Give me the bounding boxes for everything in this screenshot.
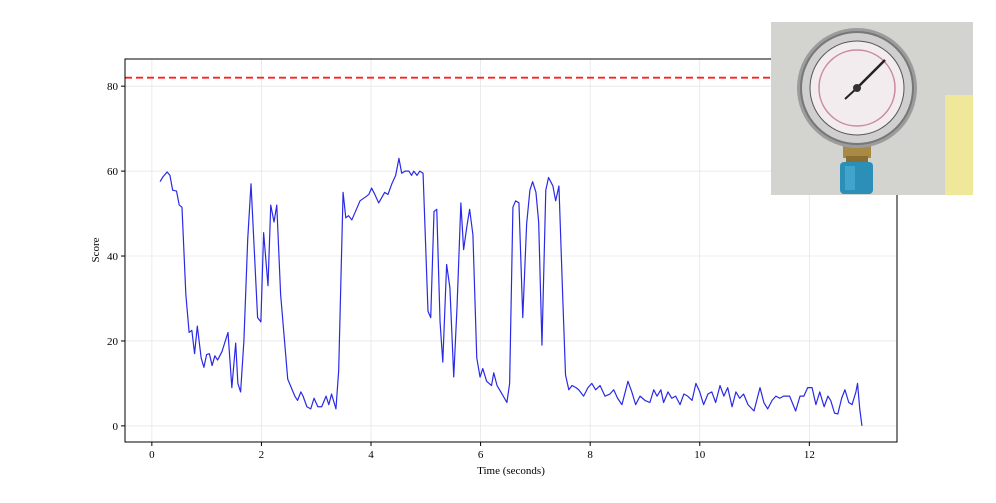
y-tick-label: 80	[107, 81, 119, 93]
x-tick-label: 4	[368, 449, 374, 461]
x-tick-label: 8	[587, 449, 593, 461]
x-tick-label: 10	[694, 449, 706, 461]
y-axis-label: Score	[90, 237, 102, 262]
y-tick-label: 40	[107, 251, 119, 263]
x-tick-label: 0	[149, 449, 155, 461]
x-tick-label: 12	[804, 449, 815, 461]
y-tick-label: 20	[107, 336, 119, 348]
plot-marks	[125, 76, 897, 426]
x-tick-label: 6	[478, 449, 484, 461]
gauge-photo	[771, 22, 973, 195]
y-tick-label: 0	[113, 421, 119, 433]
data-line	[159, 157, 863, 426]
plot-frame	[124, 58, 898, 443]
x-tick-label: 2	[259, 449, 265, 461]
y-tick-label: 60	[107, 166, 119, 178]
x-axis-label: Time (seconds)	[477, 465, 545, 477]
